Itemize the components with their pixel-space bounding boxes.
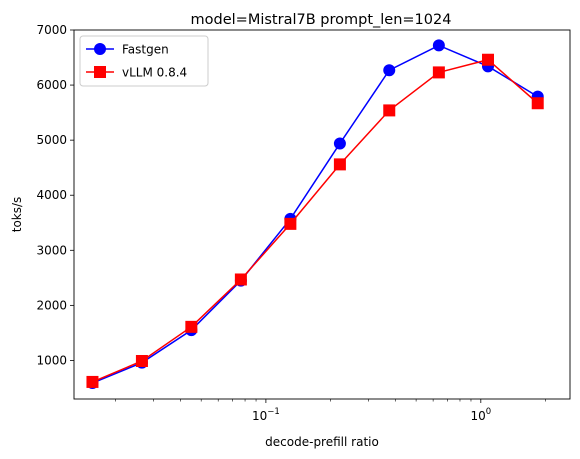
legend-label: Fastgen [122,43,169,57]
data-point [432,66,445,79]
plot-frame [73,29,571,400]
legend: Fastgen vLLM 0.8.4 [79,35,209,87]
series-line [92,44,539,384]
y-tick-label: 2000 [36,298,67,312]
legend-marker [94,66,106,78]
y-tick-label: 6000 [36,78,67,92]
data-point [432,39,445,52]
series-fastgen [86,39,544,390]
y-axis-label: toks/s [10,197,24,233]
series-vllm-0-8-4 [86,53,544,388]
chart-title: model=Mistral7B prompt_len=1024 [191,12,452,28]
legend-label: vLLM 0.8.4 [122,66,187,80]
legend-marker [94,43,106,55]
y-tick-label: 1000 [36,353,67,367]
series-line [92,58,539,383]
data-point [481,53,494,66]
y-tick-label: 5000 [36,133,67,147]
data-point [284,217,297,230]
data-point [135,354,148,367]
data-point [383,104,396,117]
data-point [234,273,247,286]
data-point [531,97,544,110]
data-point [383,64,396,77]
data-point [185,320,198,333]
x-axis-label: decode-prefill ratio [265,435,379,449]
y-tick-label: 4000 [36,188,67,202]
y-tick-label: 7000 [36,23,67,37]
y-tick-label: 3000 [36,243,67,257]
x-tick-label: 10−1 [252,407,280,423]
data-point [333,137,346,150]
x-tick-label: 100 [470,407,491,423]
data-point [86,375,99,388]
data-point [333,158,346,171]
